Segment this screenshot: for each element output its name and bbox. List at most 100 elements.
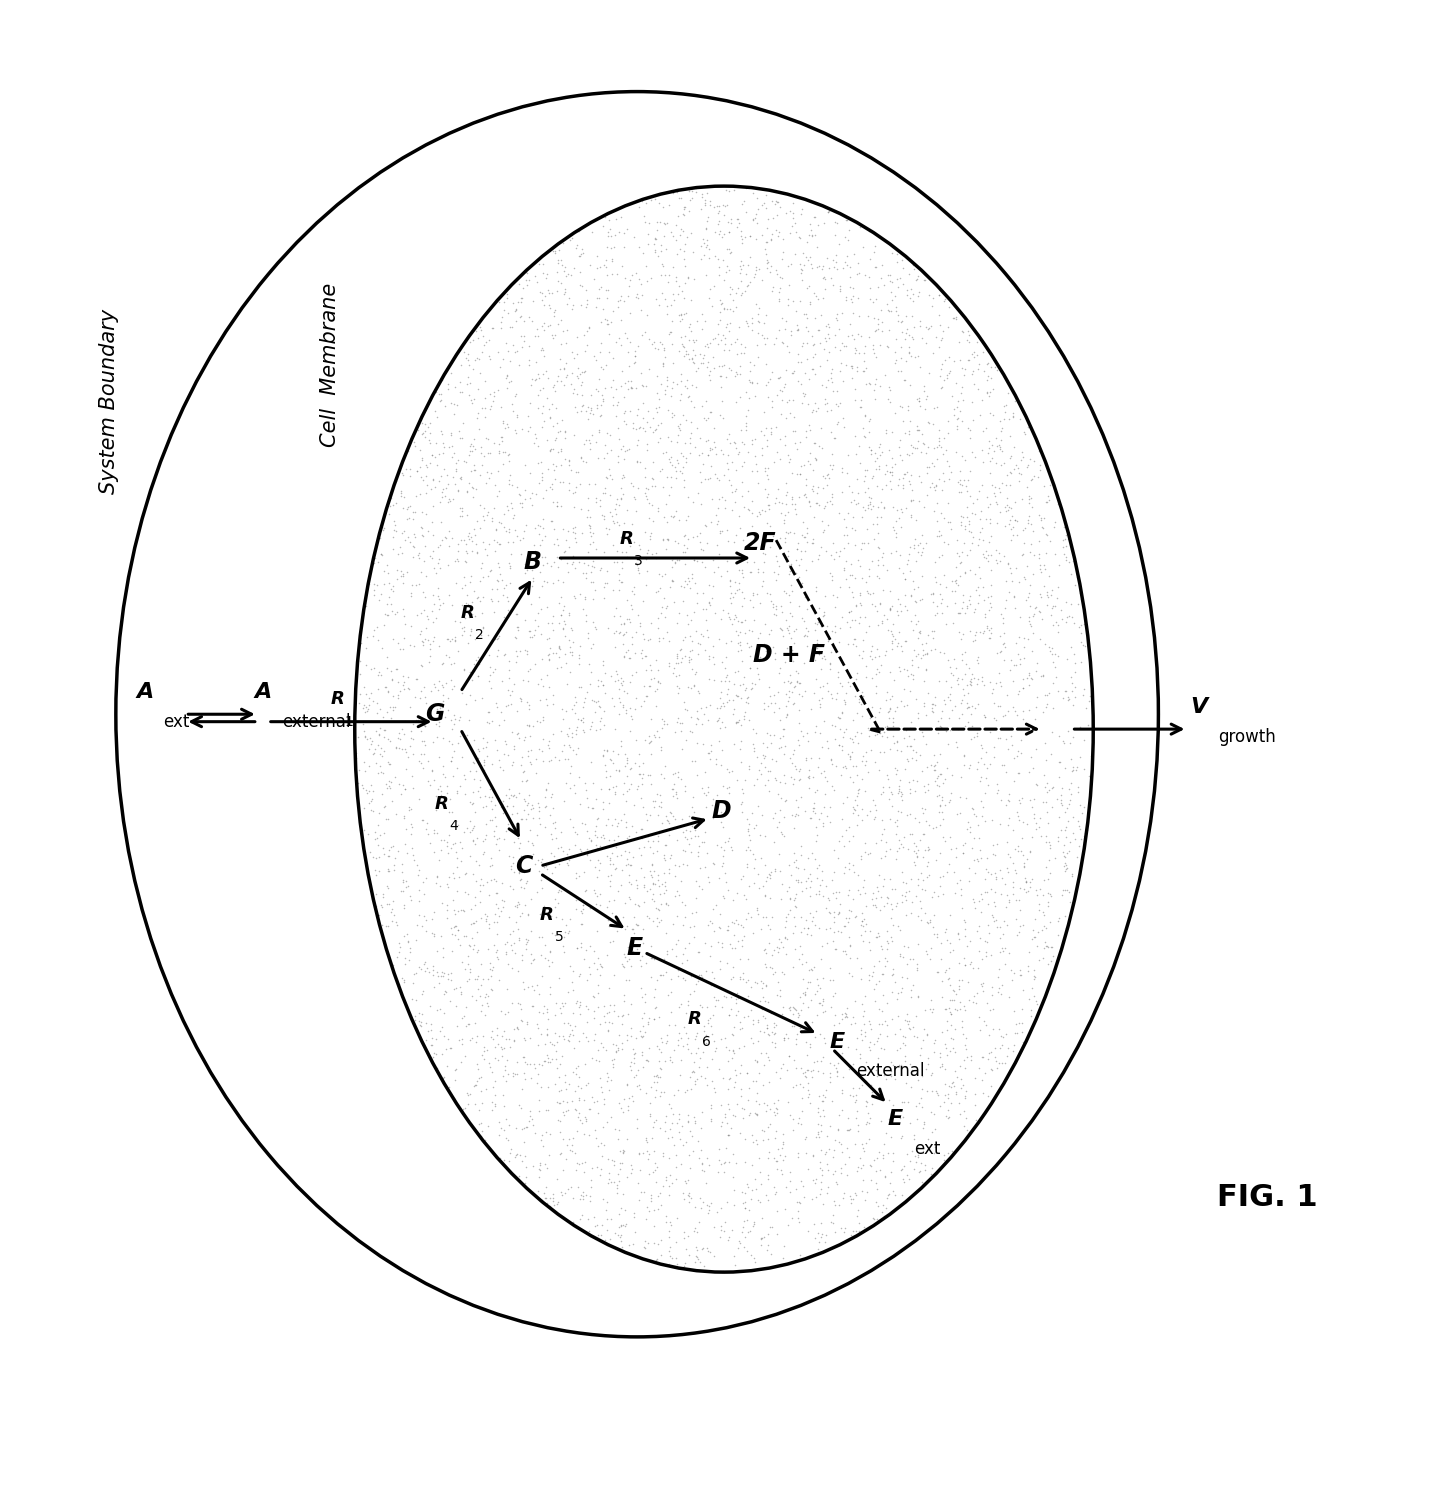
Point xyxy=(969,507,992,531)
Point xyxy=(699,732,723,756)
Point xyxy=(358,573,381,597)
Point xyxy=(569,243,592,266)
Point xyxy=(711,844,734,868)
Point xyxy=(633,1180,656,1204)
Point xyxy=(560,519,584,543)
Point xyxy=(1001,732,1024,756)
Point xyxy=(543,429,566,452)
Point xyxy=(507,917,530,940)
Point xyxy=(795,923,818,946)
Point xyxy=(937,1098,960,1122)
Point xyxy=(429,557,452,580)
Point xyxy=(682,674,705,698)
Point xyxy=(825,682,849,705)
Point xyxy=(928,525,951,549)
Point xyxy=(424,798,447,821)
Point xyxy=(780,461,804,485)
Point xyxy=(789,289,812,312)
Point xyxy=(363,583,387,607)
Point xyxy=(1008,625,1031,649)
Point xyxy=(804,900,827,924)
Point xyxy=(808,879,831,903)
Point xyxy=(450,982,473,1006)
Point xyxy=(966,673,989,696)
Point xyxy=(672,195,695,219)
Point xyxy=(914,939,937,963)
Point xyxy=(975,940,998,964)
Point xyxy=(1045,576,1069,600)
Point xyxy=(557,732,581,756)
Point xyxy=(682,351,705,375)
Point xyxy=(940,1027,963,1051)
Point xyxy=(527,1088,550,1112)
Point xyxy=(613,1198,636,1222)
Point xyxy=(497,472,520,496)
Point xyxy=(809,946,833,970)
Point xyxy=(555,318,578,342)
Point xyxy=(682,1219,705,1242)
Point xyxy=(526,710,549,734)
Point xyxy=(514,937,537,961)
Point xyxy=(607,1004,630,1028)
Point xyxy=(877,269,901,293)
Point xyxy=(710,717,733,741)
Point xyxy=(678,982,701,1006)
Point xyxy=(864,894,888,918)
Point xyxy=(482,600,505,623)
Point xyxy=(617,1234,640,1257)
Point xyxy=(463,1073,487,1097)
Point xyxy=(801,796,824,820)
Point xyxy=(928,1040,951,1064)
Point xyxy=(543,240,566,263)
Point xyxy=(841,277,864,301)
Point xyxy=(544,379,568,403)
Point xyxy=(930,436,953,460)
Point xyxy=(378,769,401,793)
Point xyxy=(772,1052,795,1076)
Point xyxy=(762,524,785,548)
Point xyxy=(497,443,520,467)
Point xyxy=(685,972,708,995)
Point xyxy=(711,995,734,1019)
Point xyxy=(725,987,749,1010)
Point xyxy=(1005,454,1028,478)
Point xyxy=(381,897,404,921)
Point xyxy=(746,1080,769,1104)
Point xyxy=(1074,634,1098,658)
Point xyxy=(811,476,834,500)
Point xyxy=(747,662,770,686)
Point xyxy=(679,839,702,863)
Point xyxy=(410,808,433,832)
Point xyxy=(692,228,715,251)
Point xyxy=(505,802,529,826)
Point xyxy=(975,781,998,805)
Point xyxy=(471,324,494,348)
Point xyxy=(966,848,989,872)
Point xyxy=(540,509,563,533)
Point xyxy=(928,365,951,388)
Point xyxy=(992,620,1015,644)
Point xyxy=(463,687,487,711)
Point xyxy=(715,298,738,321)
Point xyxy=(613,1140,636,1164)
Point xyxy=(759,254,782,278)
Point xyxy=(517,903,540,927)
Point xyxy=(639,266,662,290)
Point xyxy=(792,384,815,408)
Point xyxy=(670,403,694,427)
Point xyxy=(849,583,872,607)
Point xyxy=(754,955,778,979)
Point xyxy=(598,976,621,1000)
Point xyxy=(694,783,717,806)
Point xyxy=(586,848,610,872)
Point xyxy=(527,613,550,637)
Point xyxy=(967,939,990,963)
Point xyxy=(505,603,529,626)
Point xyxy=(801,765,824,789)
Point xyxy=(896,1091,919,1115)
Point xyxy=(1001,570,1024,594)
Point xyxy=(799,290,822,314)
Point xyxy=(718,775,741,799)
Point xyxy=(925,434,948,458)
Point xyxy=(1028,582,1051,606)
